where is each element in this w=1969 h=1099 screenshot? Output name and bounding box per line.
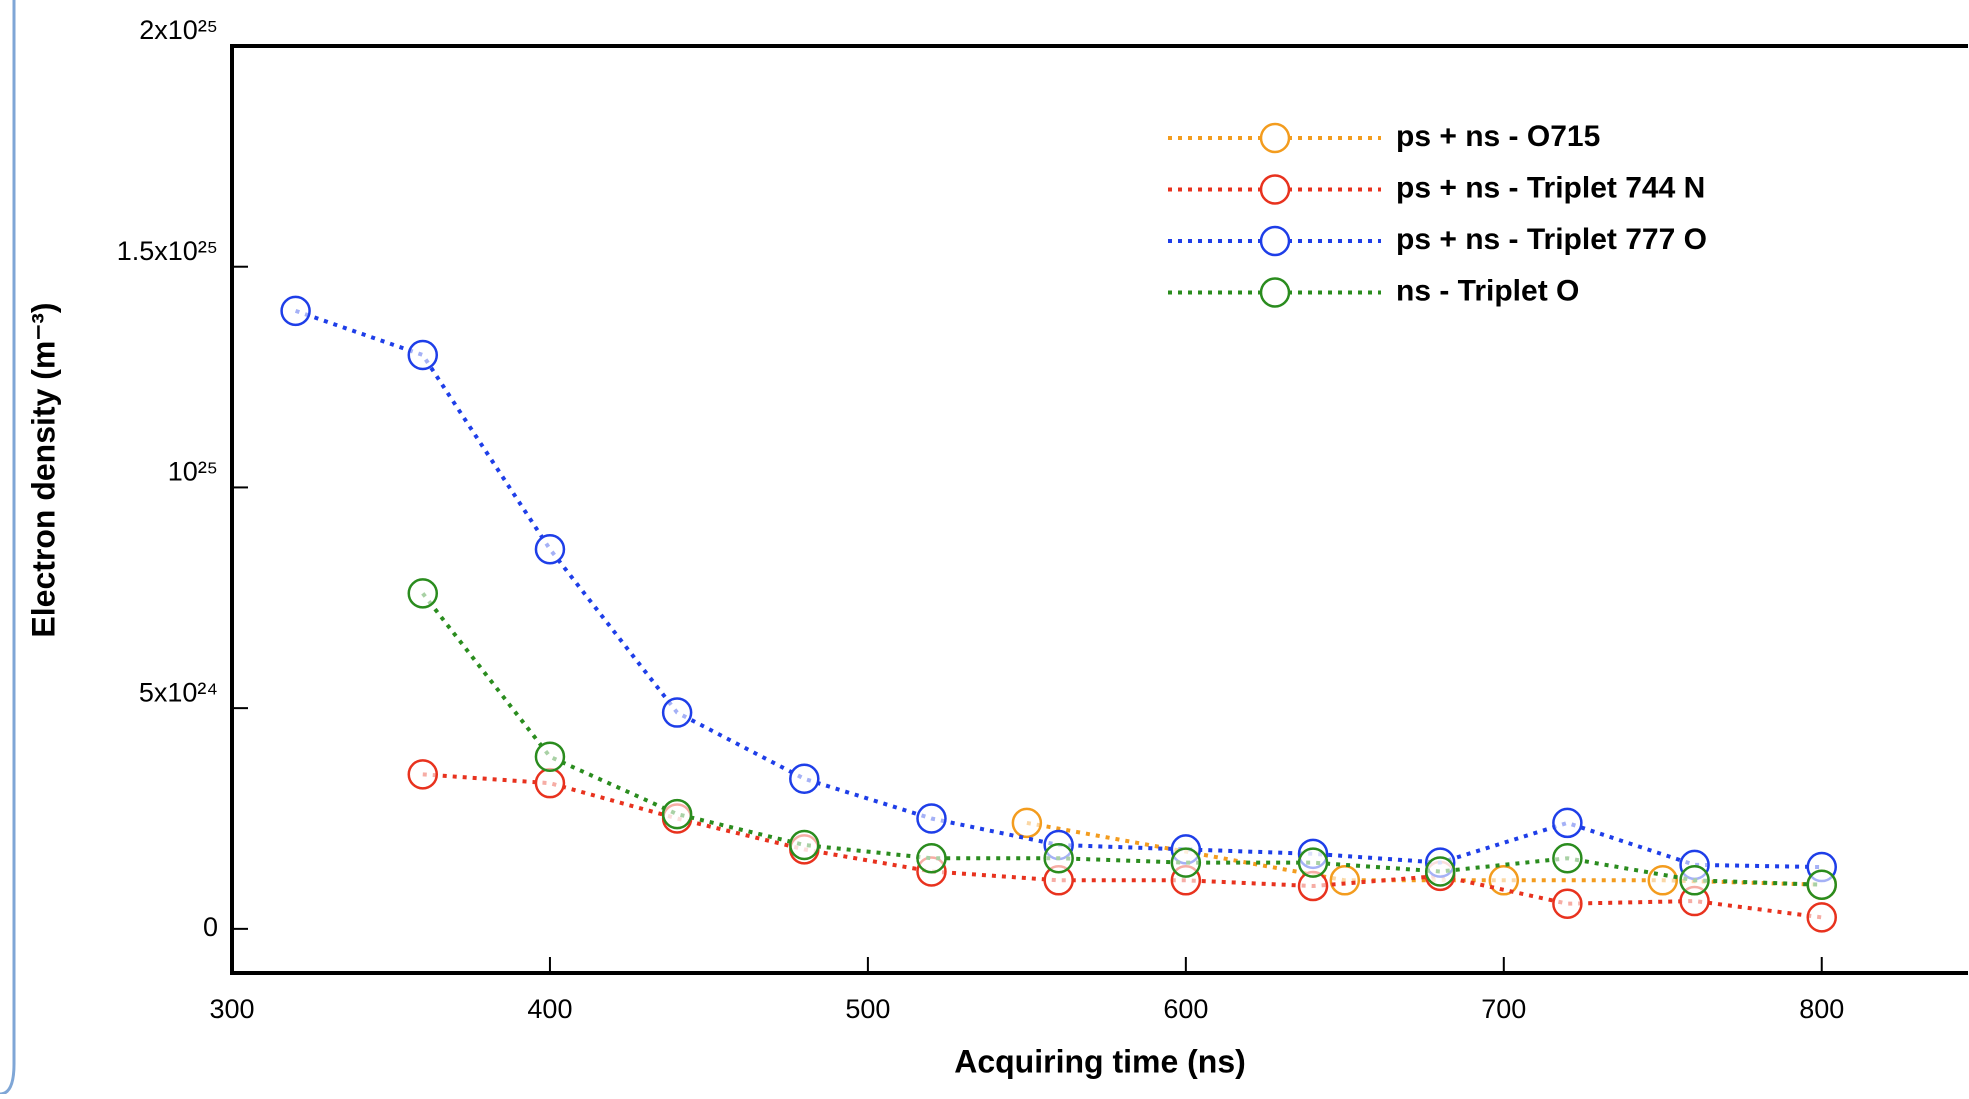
x-tick-label: 800 (1799, 994, 1844, 1024)
legend-marker (1259, 122, 1291, 154)
x-tick-label: 300 (209, 994, 254, 1024)
x-tick-label: 400 (527, 994, 572, 1024)
legend-marker (1259, 225, 1291, 257)
legend-marker (1259, 174, 1291, 205)
marker (534, 533, 566, 565)
marker (916, 842, 947, 874)
series-line (421, 592, 1822, 887)
marker (789, 829, 820, 861)
marker (1297, 847, 1329, 878)
series-line (422, 772, 1822, 920)
y-tick-label: 1.5x10²⁵ (117, 236, 218, 266)
marker (789, 763, 820, 795)
y-tick-label: 10²⁵ (168, 457, 218, 487)
marker (1679, 865, 1710, 896)
legend-label: ps + ns - Triplet 777 O (1396, 223, 1707, 256)
marker (407, 759, 439, 790)
marker (1424, 856, 1456, 887)
x-tick-label: 700 (1481, 994, 1526, 1024)
marker (1011, 807, 1043, 839)
marker (1552, 842, 1583, 874)
marker (1552, 888, 1583, 919)
y-tick-label: 0 (203, 912, 218, 942)
legend-marker (1259, 277, 1291, 308)
y-tick-label: 2x10²⁵ (139, 15, 218, 45)
marker (1329, 865, 1361, 896)
y-tick-label: 5x10²⁴ (139, 677, 218, 707)
marker (1488, 865, 1520, 896)
marker (1043, 842, 1074, 874)
marker (1170, 847, 1202, 878)
x-axis-title: Acquiring time (ns) (954, 1043, 1246, 1079)
page-frame (0, 0, 16, 1096)
marker (1806, 902, 1837, 933)
marker (1647, 865, 1679, 896)
legend-label: ps + ns - Triplet 744 N (1396, 171, 1705, 204)
x-tick-label: 600 (1163, 994, 1208, 1024)
marker (407, 578, 439, 609)
marker (1806, 869, 1837, 900)
marker (407, 339, 439, 371)
legend-label: ns - Triplet O (1396, 274, 1579, 307)
plot-frame (230, 44, 1968, 975)
marker (661, 697, 693, 728)
x-tick-label: 500 (845, 994, 890, 1024)
marker (916, 803, 947, 834)
marker (1552, 807, 1583, 839)
marker (280, 295, 311, 327)
marker (661, 798, 693, 830)
y-axis-title: Electron density (m⁻³) (25, 302, 61, 637)
marker (534, 767, 566, 799)
series-line (294, 308, 1822, 870)
marker (534, 741, 566, 772)
legend-label: ps + ns - O715 (1396, 120, 1600, 153)
